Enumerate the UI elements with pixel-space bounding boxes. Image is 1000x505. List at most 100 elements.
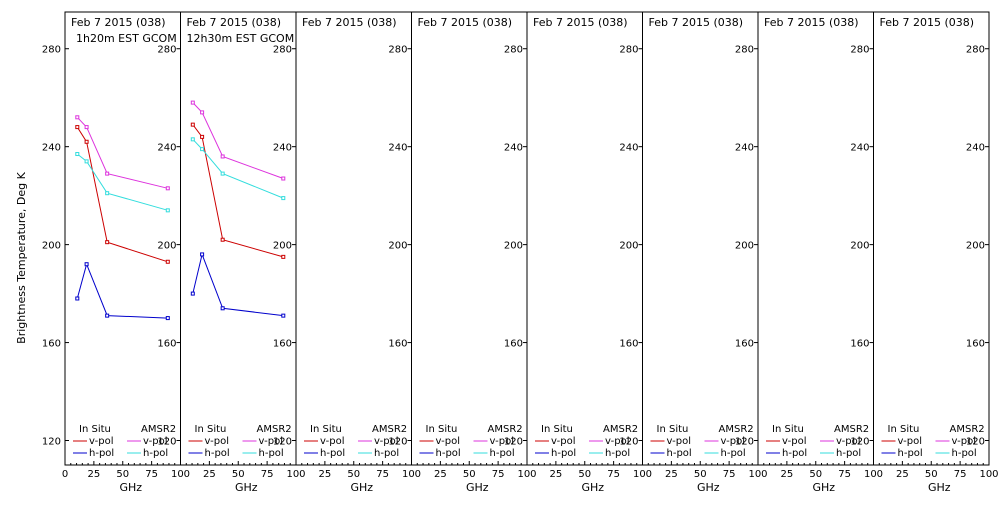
data-point-amsr2-hpol <box>200 147 205 152</box>
legend-label-amsr2-vpol: v-pol <box>605 436 630 447</box>
x-tick-label: 25 <box>434 469 447 480</box>
legend-header-in-situ: In Situ <box>310 424 342 435</box>
legend-label-in-situ-hpol: h-pol <box>667 448 692 459</box>
series-line-in-situ-vpol <box>76 126 168 263</box>
data-point-amsr2-vpol <box>165 186 170 191</box>
legend-label-amsr2-hpol: h-pol <box>721 448 746 459</box>
legend-label-in-situ-vpol: v-pol <box>436 436 461 447</box>
legend-label-amsr2-vpol: v-pol <box>143 436 168 447</box>
y-tick-label: 240 <box>735 143 754 154</box>
x-tick-label: 25 <box>319 469 332 480</box>
legend-label-in-situ-vpol: v-pol <box>551 436 576 447</box>
panel-frame <box>526 11 643 466</box>
x-tick-label: 50 <box>232 469 245 480</box>
panel-frame <box>642 11 759 466</box>
legend-header-amsr2: AMSR2 <box>834 424 869 435</box>
data-point-in-situ-vpol <box>84 139 89 144</box>
y-tick-label: 120 <box>157 437 176 448</box>
series-line-amsr2-hpol <box>76 153 168 211</box>
panel-frame <box>757 11 874 466</box>
x-axis-label: GHz <box>235 481 258 494</box>
x-axis-label: GHz <box>812 481 835 494</box>
series-line-in-situ-hpol <box>76 262 168 319</box>
y-tick-label: 120 <box>966 437 985 448</box>
series-line-amsr2-vpol <box>76 116 168 189</box>
panels-group: Feb 7 2015 (038) 1h20m EST GCOM 120 160 200 2… <box>42 11 999 494</box>
x-tick-label: 100 <box>979 469 998 480</box>
y-tick-label: 160 <box>157 339 176 350</box>
y-tick-label: 280 <box>42 45 61 56</box>
legend-header-amsr2: AMSR2 <box>950 424 985 435</box>
x-axis-label: GHz <box>928 481 951 494</box>
legend-label-in-situ-vpol: v-pol <box>320 436 345 447</box>
series-line-in-situ-vpol <box>192 124 284 258</box>
legend-header-in-situ: In Situ <box>888 424 920 435</box>
y-tick-label: 200 <box>504 241 523 252</box>
y-tick-label: 200 <box>388 241 407 252</box>
legend-header-amsr2: AMSR2 <box>372 424 407 435</box>
legend-label-amsr2-hpol: h-pol <box>374 448 399 459</box>
y-tick-label: 240 <box>504 143 523 154</box>
y-axis-label: Brightness Temperature, Deg K <box>15 171 28 343</box>
data-point-amsr2-vpol <box>190 100 195 105</box>
x-axis-label: GHz <box>581 481 604 494</box>
x-tick-label: 75 <box>492 469 505 480</box>
y-tick-label: 240 <box>273 143 292 154</box>
panel-7: Feb 7 2015 (038) 120 160 200 240 280 25 50 75 100… <box>757 11 883 494</box>
x-axis-label: GHz <box>466 481 489 494</box>
y-tick-label: 160 <box>966 339 985 350</box>
panel-4: Feb 7 2015 (038) 120 160 200 240 280 25 50 75 100… <box>411 11 537 494</box>
y-tick-label: 200 <box>42 241 61 252</box>
legend-label-in-situ-hpol: h-pol <box>551 448 576 459</box>
legend-label-in-situ-hpol: h-pol <box>782 448 807 459</box>
panel-title: Feb 7 2015 (038) <box>418 16 513 29</box>
panel-title: Feb 7 2015 (038) <box>533 16 628 29</box>
data-point-in-situ-vpol <box>75 125 80 130</box>
x-tick-label: 25 <box>550 469 563 480</box>
data-point-in-situ-hpol <box>220 306 225 311</box>
y-tick-label: 280 <box>273 45 292 56</box>
legend-label-amsr2-vpol: v-pol <box>490 436 515 447</box>
x-tick-label: 75 <box>723 469 736 480</box>
data-point-amsr2-hpol <box>165 208 170 213</box>
legend-label-in-situ-vpol: v-pol <box>89 436 114 447</box>
data-point-amsr2-hpol <box>281 196 286 201</box>
legend-label-amsr2-vpol: v-pol <box>259 436 284 447</box>
data-point-in-situ-hpol <box>105 313 110 318</box>
data-point-amsr2-hpol <box>84 159 89 164</box>
x-tick-label: 0 <box>62 469 68 480</box>
data-point-in-situ-hpol <box>75 296 80 301</box>
data-point-amsr2-vpol <box>105 171 110 176</box>
y-tick-label: 200 <box>850 241 869 252</box>
x-tick-label: 100 <box>517 469 536 480</box>
x-tick-label: 25 <box>203 469 216 480</box>
panel-title: Feb 7 2015 (038) <box>880 16 975 29</box>
panel-frame <box>180 11 297 466</box>
y-tick-label: 240 <box>388 143 407 154</box>
panel-title: Feb 7 2015 (038) <box>764 16 859 29</box>
data-point-in-situ-hpol <box>281 313 286 318</box>
x-tick-label: 25 <box>88 469 101 480</box>
y-tick-label: 280 <box>157 45 176 56</box>
y-tick-label: 160 <box>735 339 754 350</box>
data-point-amsr2-hpol <box>220 171 225 176</box>
y-tick-label: 200 <box>619 241 638 252</box>
data-point-in-situ-vpol <box>200 134 205 139</box>
panel-subtitle: 12h30m EST GCOM <box>187 32 295 45</box>
x-tick-label: 75 <box>838 469 851 480</box>
data-point-in-situ-vpol <box>105 240 110 245</box>
data-point-in-situ-vpol <box>165 259 170 264</box>
x-tick-label: 25 <box>665 469 678 480</box>
legend-label-in-situ-hpol: h-pol <box>898 448 923 459</box>
panel-1: Feb 7 2015 (038) 1h20m EST GCOM 120 160 200 2… <box>42 11 190 494</box>
x-tick-label: 75 <box>261 469 274 480</box>
x-tick-label: 100 <box>864 469 883 480</box>
panel-title: Feb 7 2015 (038) <box>187 16 282 29</box>
x-tick-label: 50 <box>694 469 707 480</box>
y-tick-label: 240 <box>42 143 61 154</box>
y-tick-label: 280 <box>388 45 407 56</box>
y-tick-label: 280 <box>850 45 869 56</box>
x-tick-label: 100 <box>748 469 767 480</box>
